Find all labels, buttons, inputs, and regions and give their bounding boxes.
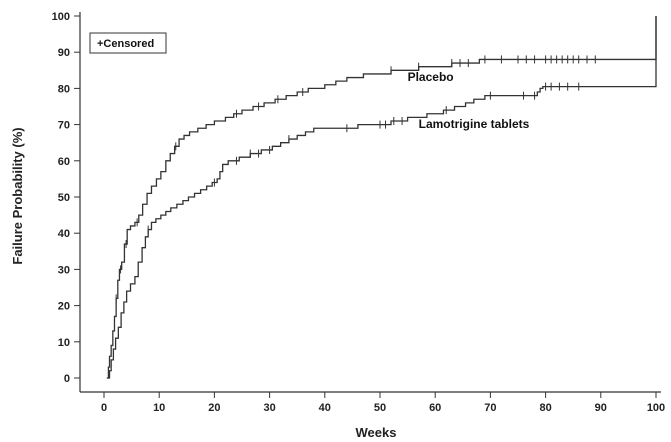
y-tick-label: 60 bbox=[58, 156, 70, 168]
series-annotation-label: Placebo bbox=[408, 70, 454, 84]
series-annotation-label: Lamotrigine tablets bbox=[419, 117, 530, 131]
y-tick-label: 100 bbox=[52, 11, 70, 23]
series-line bbox=[107, 16, 657, 379]
y-tick-label: 90 bbox=[58, 47, 70, 59]
legend-censored-label: +Censored bbox=[97, 38, 154, 50]
x-tick-label: 60 bbox=[429, 402, 441, 414]
y-tick-label: 10 bbox=[58, 337, 70, 349]
x-axis-title: Weeks bbox=[356, 425, 397, 440]
y-tick-label: 0 bbox=[64, 373, 70, 385]
y-ticks: 0 10 20 30 40 50 60 70 80 90 100 bbox=[52, 11, 80, 385]
x-tick-label: 100 bbox=[647, 402, 665, 414]
series-layer bbox=[106, 16, 657, 379]
y-tick-label: 20 bbox=[58, 301, 70, 313]
annotations: Placebo Lamotrigine tablets bbox=[408, 70, 530, 131]
legend-box bbox=[89, 32, 167, 54]
x-tick-label: 70 bbox=[484, 402, 496, 414]
x-tick-label: 50 bbox=[374, 402, 386, 414]
series-placebo bbox=[106, 16, 657, 379]
y-axis-title: Failure Probability (%) bbox=[10, 127, 25, 264]
y-tick-label: 80 bbox=[58, 83, 70, 95]
axes bbox=[79, 12, 661, 393]
series-lamotrigine bbox=[107, 16, 657, 379]
x-tick-label: 30 bbox=[263, 402, 275, 414]
x-tick-label: 10 bbox=[153, 402, 165, 414]
y-tick-label: 50 bbox=[58, 192, 70, 204]
y-tick-label: 30 bbox=[58, 264, 70, 276]
x-tick-label: 0 bbox=[101, 402, 107, 414]
legend: +Censored bbox=[89, 32, 167, 54]
x-tick-label: 40 bbox=[319, 402, 331, 414]
y-tick-label: 70 bbox=[58, 120, 70, 132]
x-tick-label: 80 bbox=[539, 402, 551, 414]
x-tick-label: 90 bbox=[595, 402, 607, 414]
x-tick-label: 20 bbox=[208, 402, 220, 414]
x-ticks: 0 10 20 30 40 50 60 70 80 90 100 bbox=[101, 392, 665, 414]
series-line bbox=[106, 16, 657, 379]
y-tick-label: 40 bbox=[58, 228, 70, 240]
